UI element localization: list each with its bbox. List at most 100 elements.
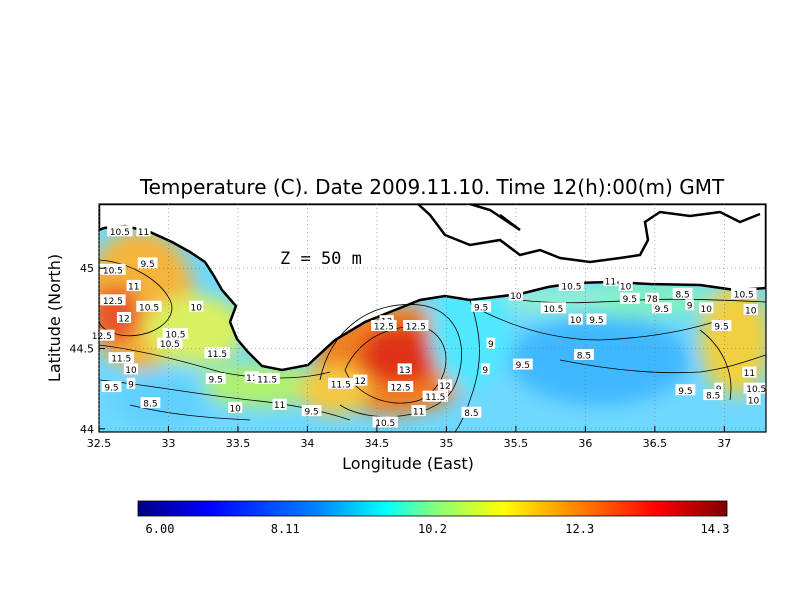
contour-label-bg <box>136 225 151 237</box>
contour-lines <box>99 259 766 432</box>
contour-label: 10 <box>125 366 137 376</box>
contour-label-bg <box>123 363 139 375</box>
contour-label: 9 <box>687 302 693 312</box>
x-tick-label: 33 <box>161 437 175 450</box>
contour-label: 12.5 <box>406 323 426 333</box>
chart-title: Temperature (C). Date 2009.11.10. Time 1… <box>139 175 725 199</box>
contour-label-bg <box>746 393 761 405</box>
contour-label: 8.5 <box>675 290 689 300</box>
contour-label: 12 <box>439 382 450 392</box>
contour-label: 10.5 <box>103 266 123 276</box>
contour-label-bg <box>328 377 354 389</box>
contour-label-bg <box>512 358 533 370</box>
contour-label-bg <box>353 374 368 386</box>
x-tick-label: 32.5 <box>87 437 112 450</box>
contour-label: 10.5 <box>746 385 766 395</box>
contour-label-bg <box>711 320 732 332</box>
contour-label-bg <box>731 287 757 299</box>
contour-label-bg <box>126 279 141 291</box>
y-tick-label: 45 <box>80 262 94 275</box>
x-tick-label: 35 <box>439 437 453 450</box>
contour-label-bg <box>437 379 453 391</box>
contour-label-bg <box>486 337 496 349</box>
contour-label: 11 <box>605 278 616 288</box>
contour-label: 9.5 <box>623 295 637 305</box>
contour-label-bg <box>618 279 633 291</box>
contour-label: 11.5 <box>257 376 277 386</box>
y-axis-label: Latitude (North) <box>45 254 64 382</box>
contour-label: 10.5 <box>165 331 185 341</box>
contour-label-bg <box>699 302 714 314</box>
contour-label-bg <box>100 263 126 275</box>
contour-label-bg <box>162 328 189 340</box>
contour-label-bg <box>743 382 769 394</box>
colorbar-tick-label: 6.00 <box>146 522 175 536</box>
contour-label-bg <box>397 363 412 375</box>
contour-label-bg <box>89 329 115 341</box>
contour-label-bg <box>387 381 414 393</box>
contour-label-bg <box>540 302 567 314</box>
contour-label: 8.5 <box>143 400 157 410</box>
contour-label: 11.5 <box>425 393 445 403</box>
contour-label: 11 <box>413 408 424 418</box>
contour-label-bg <box>137 257 158 269</box>
contour-label: 9.5 <box>474 303 488 313</box>
contour-label-bg <box>189 300 204 312</box>
contour-label-bg <box>422 390 448 402</box>
contour-label-bg <box>228 401 243 413</box>
contour-label-bg <box>743 303 758 315</box>
colorbar-tick-label: 14.3 <box>701 522 730 536</box>
contour-label: 8.5 <box>706 392 720 402</box>
contour-label-bg <box>481 363 490 375</box>
contour-label: 10 <box>620 282 632 292</box>
contour-label: 10 <box>745 306 757 316</box>
contour-label-bg <box>272 398 287 410</box>
contour-label-bg <box>675 384 696 396</box>
x-tick-label: 35.5 <box>504 437 529 450</box>
contour-label: 9.5 <box>655 305 669 315</box>
colorbar-tick-labels: 6.00 8.11 10.2 12.3 14.3 <box>146 522 730 536</box>
contour-label: 9.5 <box>714 323 728 333</box>
contour-label-bg <box>603 275 618 287</box>
x-tick-label: 33.5 <box>226 437 251 450</box>
contour-label-bg <box>254 373 280 385</box>
contour-label-bg <box>672 287 693 299</box>
contour-label-bg <box>371 320 397 332</box>
contour-label-bg <box>403 320 429 332</box>
x-axis-label: Longitude (East) <box>342 454 474 473</box>
contour-label: 11 <box>128 282 139 292</box>
contour-label: 10.5 <box>139 303 159 313</box>
contour-label: 10 <box>701 305 713 315</box>
colorbar-tick-label: 12.3 <box>565 522 594 536</box>
contour-label-bg <box>108 352 134 364</box>
contour-label: 12 <box>118 315 129 325</box>
contour-label: 12.5 <box>391 384 411 394</box>
contour-label-bg <box>301 405 322 417</box>
contour-label-bg <box>651 302 672 314</box>
contour-label-bg <box>136 300 162 312</box>
contour-label: 9.5 <box>104 384 118 394</box>
contour-label-bg <box>205 373 226 385</box>
contour-label: 10.5 <box>543 305 563 315</box>
contour-label-bg <box>140 397 161 409</box>
contour-label: 9.5 <box>209 376 223 386</box>
plot-frame <box>98 203 767 433</box>
contour-label: 10.5 <box>561 282 581 292</box>
contour-label-bg <box>568 313 583 325</box>
contour-label-bg <box>107 225 133 237</box>
contour-label: 10 <box>570 316 582 326</box>
contour-label: 10 <box>748 396 760 406</box>
axes: 32.5 33 33.5 34 34.5 35 35.5 36 36.5 37 44 44.5 45 <box>70 204 766 450</box>
contour-label: 11 <box>274 401 285 411</box>
contour-label: 10.5 <box>375 419 395 429</box>
contour-label-bg <box>372 416 398 428</box>
contour-label: 10 <box>510 292 522 302</box>
contour-label: 12.5 <box>374 323 394 333</box>
contour-label-bg <box>244 371 259 383</box>
contour-label: 9.5 <box>678 387 692 397</box>
contour-label: 10 <box>229 404 241 414</box>
contour-label: 10.5 <box>160 340 180 350</box>
x-tick-label: 36 <box>578 437 592 450</box>
